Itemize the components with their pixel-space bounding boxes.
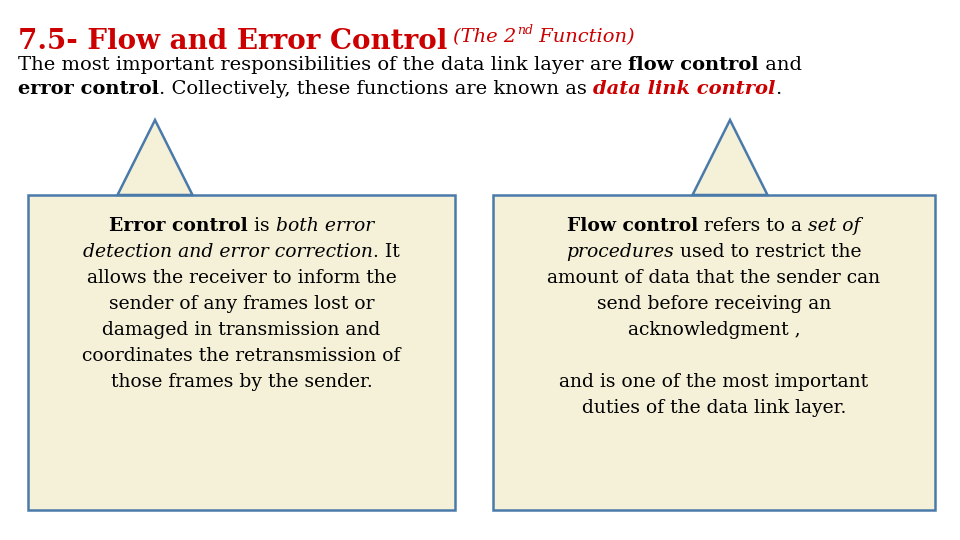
Text: .: . [776, 80, 781, 98]
Polygon shape [117, 120, 193, 195]
Text: nd: nd [516, 24, 533, 37]
Text: those frames by the sender.: those frames by the sender. [110, 373, 372, 391]
Text: Error control: Error control [109, 217, 248, 235]
Text: acknowledgment ,: acknowledgment , [628, 321, 801, 339]
Text: (The 2: (The 2 [453, 28, 516, 46]
Text: duties of the data link layer.: duties of the data link layer. [582, 399, 846, 417]
Text: . It: . It [373, 243, 400, 261]
Text: sender of any frames lost or: sender of any frames lost or [108, 295, 374, 313]
Text: data link control: data link control [593, 80, 776, 98]
Text: both error: both error [276, 217, 373, 235]
Text: and: and [759, 56, 803, 74]
Text: set of: set of [808, 217, 861, 235]
Text: amount of data that the sender can: amount of data that the sender can [547, 269, 880, 287]
Text: is: is [248, 217, 276, 235]
Text: damaged in transmission and: damaged in transmission and [103, 321, 380, 339]
Text: The most important responsibilities of the data link layer are: The most important responsibilities of t… [18, 56, 629, 74]
Text: procedures: procedures [566, 243, 674, 261]
Text: refers to a: refers to a [698, 217, 808, 235]
Text: detection and error correction: detection and error correction [84, 243, 373, 261]
Text: flow control: flow control [629, 56, 759, 74]
FancyBboxPatch shape [493, 195, 935, 510]
Text: 7.5- Flow and Error Control: 7.5- Flow and Error Control [18, 28, 447, 55]
Text: error control: error control [18, 80, 159, 98]
Text: allows the receiver to inform the: allows the receiver to inform the [86, 269, 396, 287]
Text: coordinates the retransmission of: coordinates the retransmission of [83, 347, 400, 365]
Text: used to restrict the: used to restrict the [674, 243, 862, 261]
Text: . Collectively, these functions are known as: . Collectively, these functions are know… [159, 80, 593, 98]
Polygon shape [692, 120, 767, 195]
Text: Flow control: Flow control [567, 217, 698, 235]
Text: Function): Function) [533, 28, 635, 46]
FancyBboxPatch shape [28, 195, 455, 510]
Text: and is one of the most important: and is one of the most important [560, 373, 869, 391]
Text: send before receiving an: send before receiving an [597, 295, 831, 313]
